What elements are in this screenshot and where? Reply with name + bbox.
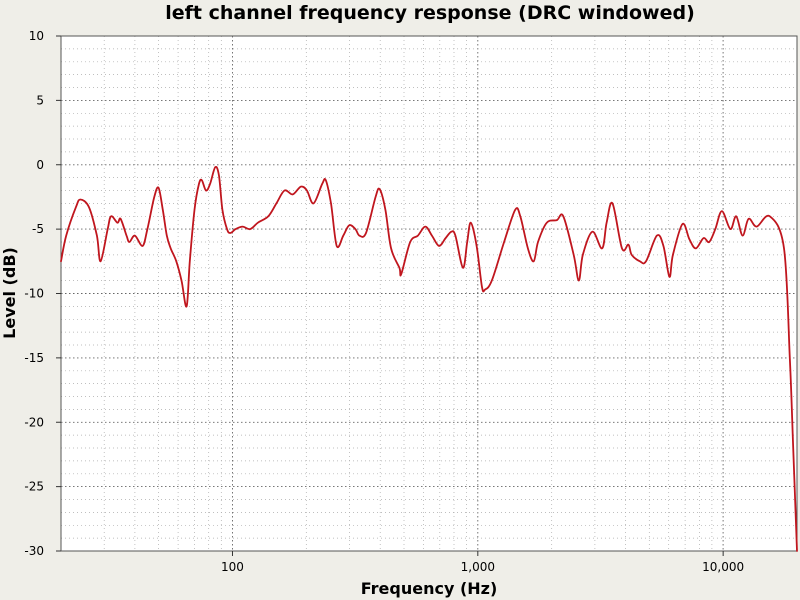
x-tick-label: 1,000 (461, 560, 495, 574)
y-tick-label: -20 (24, 415, 44, 429)
y-tick-label: 5 (36, 93, 44, 107)
y-tick-label: -30 (24, 544, 44, 558)
y-tick-label: -25 (24, 480, 44, 494)
x-axis-ticks: 100 1,000 10,000 (221, 551, 744, 574)
y-tick-label: -10 (24, 287, 44, 301)
y-axis-label: Level (dB) (0, 247, 19, 339)
series-line-0 (60, 165, 798, 552)
y-tick-label: -5 (32, 222, 44, 236)
y-axis-ticks: 10 5 0 -5 -10 -15 -20 -25 -30 (24, 29, 61, 558)
x-axis-label: Frequency (Hz) (361, 579, 498, 598)
x-tick-label: 100 (221, 560, 244, 574)
y-tick-label: 10 (29, 29, 44, 43)
y-tick-label: -15 (24, 351, 44, 365)
chart-title: left channel frequency response (DRC win… (165, 2, 695, 24)
series-layer (60, 165, 798, 552)
x-tick-label: 10,000 (702, 560, 744, 574)
y-tick-label: 0 (36, 158, 44, 172)
